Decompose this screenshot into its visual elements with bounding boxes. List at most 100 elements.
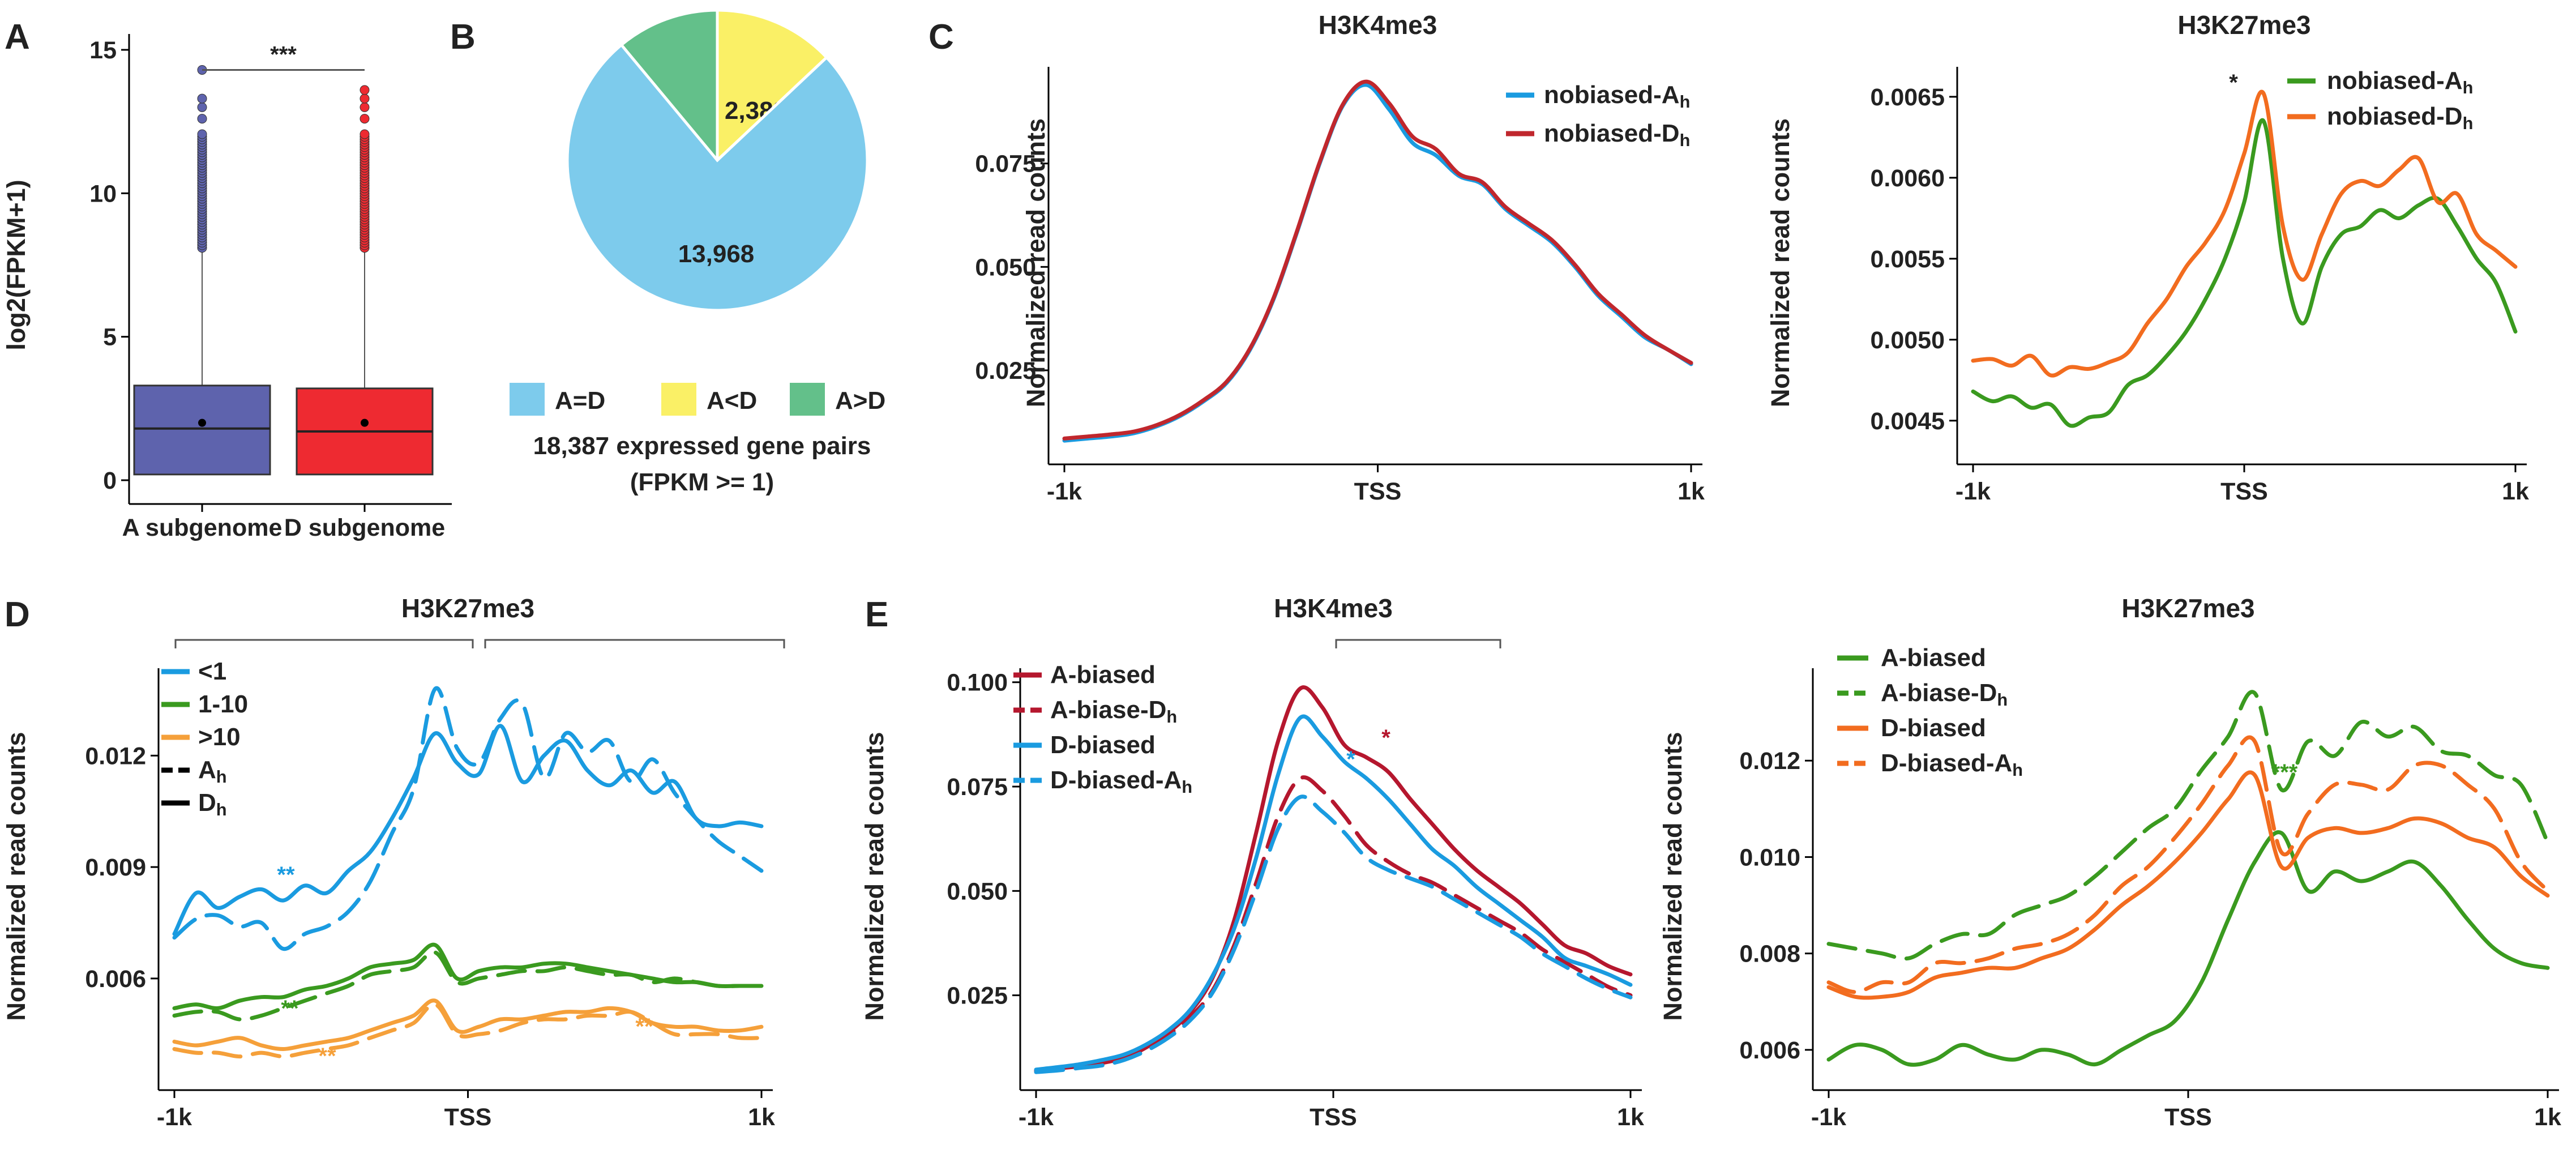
- chart-title-E2: H3K27me3: [2121, 593, 2254, 623]
- x-tick-label: 1k: [1617, 1104, 1644, 1131]
- chart-title-C1: H3K4me3: [1319, 10, 1437, 40]
- pie-legend-label: A>D: [835, 387, 885, 415]
- significance-label: **: [281, 996, 299, 1021]
- pie-value-label: 13,968: [678, 240, 755, 268]
- outlier-point: [360, 93, 370, 104]
- y-tick-label: 0.012: [85, 742, 146, 770]
- y-tick-label: 0.012: [1739, 748, 1800, 775]
- y-tick-label: 0.050: [947, 878, 1008, 905]
- bracket: [484, 639, 785, 648]
- legend-label: <1: [198, 657, 226, 685]
- y-tick-label: 0.050: [975, 254, 1036, 281]
- legend-label: nobiased-Dh: [1544, 119, 1690, 150]
- series-line-nobiased-dh: [1971, 89, 2518, 378]
- box-a-subgenome: [133, 385, 271, 476]
- pie-caption: 18,387 expressed gene pairs: [533, 432, 871, 460]
- chart-title-C2: H3K27me3: [2177, 10, 2310, 40]
- panel-letter-D: D: [5, 595, 30, 634]
- mean-point: [198, 418, 206, 427]
- y-tick-label: 0.100: [947, 669, 1008, 697]
- x-tick-label: TSS: [2164, 1104, 2212, 1131]
- x-tick-label: A subgenome: [122, 514, 283, 541]
- outlier-point: [360, 114, 370, 124]
- y-axis-label-C1: Normalized read counts: [1021, 118, 1050, 407]
- panel-letter-C: C: [928, 18, 954, 57]
- series-line-nobiased-dh: [1062, 79, 1693, 441]
- y-tick-label: 15: [89, 37, 117, 64]
- x-tick-label: -1k: [157, 1104, 192, 1131]
- series-line-d-biased-ah: [1826, 735, 2550, 994]
- significance-label: *: [1381, 725, 1390, 750]
- series-line--1-dh: [172, 724, 764, 936]
- x-tick-label: -1k: [1047, 478, 1082, 505]
- pie-legend-swatch: [661, 383, 696, 416]
- legend-label: A-biase-Dh: [1050, 696, 1177, 727]
- outlier-point: [360, 85, 370, 95]
- legend-label: A-biased: [1881, 644, 1986, 672]
- series-line-1-10-ah: [172, 950, 764, 1022]
- pie-legend-swatch: [790, 383, 825, 416]
- pie-legend-label: A=D: [555, 387, 605, 415]
- y-tick-label: 0.075: [947, 774, 1008, 801]
- y-tick-label: 0.006: [1739, 1037, 1800, 1064]
- pie-legend-label: A<D: [707, 387, 757, 415]
- outlier-point: [360, 102, 370, 112]
- panel-letter-E: E: [865, 595, 888, 634]
- significance-label: *: [2229, 70, 2238, 95]
- y-tick-label: 0.0065: [1870, 84, 1945, 111]
- series-line--10-dh: [172, 998, 764, 1051]
- outlier-point: [197, 114, 207, 124]
- significance-label: ***: [270, 42, 297, 67]
- legend-label: Dh: [198, 789, 227, 819]
- outlier-point: [360, 129, 370, 139]
- pie-caption: (FPKM >= 1): [630, 468, 774, 496]
- outlier-point: [197, 93, 207, 104]
- x-tick-label: D subgenome: [284, 514, 445, 541]
- y-tick-label: 0.008: [1739, 941, 1800, 968]
- x-tick-label: -1k: [1955, 478, 1991, 505]
- y-axis-label-A: log2(FPKM+1): [2, 180, 31, 350]
- significance-label: **: [318, 1044, 336, 1069]
- legend-label: >10: [198, 723, 241, 751]
- legend-label: D-biased-Ah: [1050, 766, 1192, 797]
- x-tick-label: TSS: [444, 1104, 492, 1131]
- y-tick-label: 0.006: [85, 966, 146, 993]
- panel-letter-A: A: [5, 18, 30, 57]
- y-tick-label: 0.0055: [1870, 246, 1945, 273]
- y-tick-label: 0.010: [1739, 844, 1800, 871]
- x-tick-label: TSS: [1354, 478, 1402, 505]
- series-line--1-ah: [172, 686, 764, 951]
- significance-label: **: [635, 1014, 653, 1039]
- series-line-a-biased: [1826, 830, 2550, 1067]
- legend-label: Ah: [198, 756, 227, 787]
- y-tick-label: 0.025: [947, 983, 1008, 1010]
- x-tick-label: TSS: [1310, 1104, 1357, 1131]
- significance-label: ***: [2271, 760, 2298, 785]
- series-line-a-biased: [1034, 685, 1633, 1073]
- series-line-d-biased: [1034, 714, 1633, 1072]
- legend-label: A-biased: [1050, 661, 1156, 689]
- chart-title-D: H3K27me3: [401, 593, 534, 623]
- x-tick-label: -1k: [1811, 1104, 1846, 1131]
- x-tick-label: 1k: [748, 1104, 775, 1131]
- legend-label: D-biased-Ah: [1881, 749, 2023, 780]
- y-axis-label-E1: Normalized read counts: [860, 732, 889, 1020]
- legend-label: nobiased-Dh: [2327, 102, 2473, 133]
- y-tick-label: 0.075: [975, 151, 1036, 178]
- chart-title-E1: H3K4me3: [1274, 593, 1393, 623]
- bracket: [174, 639, 474, 648]
- y-tick-label: 0.009: [85, 854, 146, 881]
- series-line--10-ah: [172, 1002, 764, 1059]
- y-tick-label: 0.0045: [1870, 408, 1945, 435]
- significance-label: **: [277, 862, 295, 887]
- series-line-d-biased: [1826, 770, 2550, 1000]
- bracket: [1335, 639, 1501, 648]
- legend-label: A-biase-Dh: [1881, 679, 2008, 710]
- x-tick-label: TSS: [2220, 478, 2268, 505]
- legend-label: nobiased-Ah: [1544, 81, 1690, 112]
- y-axis-label-E2: Normalized read counts: [1658, 732, 1687, 1020]
- outlier-point: [197, 129, 207, 139]
- pie-slice-A<D: [716, 8, 829, 164]
- legend-label: D-biased: [1050, 731, 1156, 759]
